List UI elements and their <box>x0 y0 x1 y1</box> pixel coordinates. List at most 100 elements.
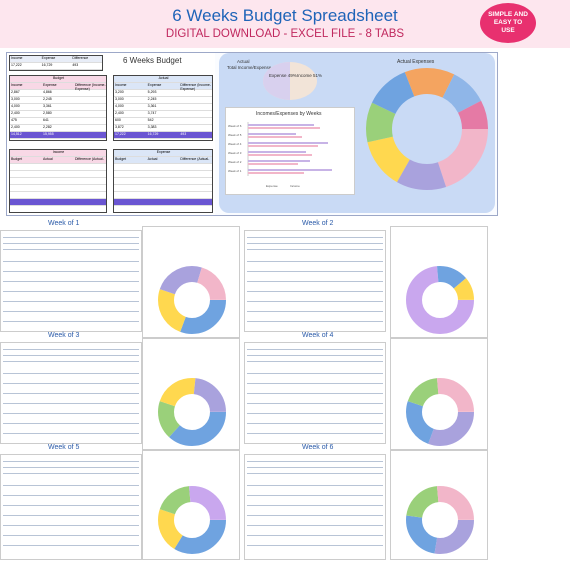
income-expense-pie <box>263 62 317 100</box>
top-label-expense: Expense <box>41 56 56 60</box>
bi-1: 3,000 <box>11 97 20 101</box>
bar-label-w5: Week of 5 <box>228 133 242 137</box>
actual-subtitle: Total Income/Expense <box>227 65 272 70</box>
donut-title: Actual Expenses <box>397 59 435 65</box>
week5-title: Week of 5 <box>48 444 80 451</box>
page-subtitle: DIGITAL DOWNLOAD - EXCEL FILE - 8 TABS <box>165 28 405 40</box>
bar-week6-inc <box>248 127 320 129</box>
ai-4: 600 <box>115 118 121 122</box>
be-5: 2,282 <box>43 125 52 129</box>
actual-col-difference: Difference (Income-Expense) <box>180 83 212 91</box>
donut-slice-8 <box>366 68 488 190</box>
be-3: 2,580 <box>43 111 52 115</box>
bar-label-w1: Week of 1 <box>228 169 242 173</box>
week5-sheet <box>0 454 142 560</box>
bar-week6-exp <box>248 124 314 126</box>
total-actual: 17,222 <box>115 132 126 136</box>
total-actual-exp: 16,729 <box>147 132 159 136</box>
pie-expense-label: Expense 49% <box>269 73 297 78</box>
week5-donut <box>158 486 226 554</box>
be-4: 641 <box>43 118 49 122</box>
week3-sheet <box>0 342 142 444</box>
donut-slice-2 <box>366 68 488 190</box>
ae-1: 2,245 <box>147 97 157 101</box>
page-title: 6 Weeks Budget Spreadsheet <box>172 6 398 25</box>
ai-2: 4,000 <box>115 104 124 108</box>
expense-budget-col: Budget <box>115 157 127 161</box>
week1-title: Week of 1 <box>48 220 80 227</box>
bar-label-w2: Week of 2 <box>228 160 242 164</box>
bi-2: 4,000 <box>11 104 20 108</box>
week4-title: Week of 4 <box>302 332 334 339</box>
week6-charts <box>390 450 488 560</box>
bar-week3-exp <box>248 151 306 153</box>
dashboard-preview: 6 Weeks Budget Income Expense Difference… <box>6 52 498 216</box>
weekly-bar-chart: Incomes/Expenses by Weeks Week of 6 Week… <box>225 107 355 195</box>
bi-0: 2,867 <box>11 90 20 94</box>
bar-week1-exp <box>248 169 332 171</box>
pie-expense-slice <box>263 62 290 100</box>
week2-title: Week of 2 <box>302 220 334 227</box>
simple-badge: SIMPLE AND EASY TO USE <box>480 3 536 43</box>
sheet-title: 6 Weeks Budget <box>123 56 182 65</box>
week6-donut <box>406 486 474 554</box>
actual-block: Actual Income Expense Difference (Income… <box>113 75 213 141</box>
bar-week2-inc <box>248 163 298 165</box>
bar-week5-inc <box>248 136 302 138</box>
badge-line-2: EASY TO <box>493 19 523 26</box>
donut-slice-6 <box>366 68 488 190</box>
top-value-expense: 16,729 <box>41 63 53 67</box>
ae-2: 3,361 <box>147 104 157 108</box>
bar-week1-inc <box>248 172 304 174</box>
bar-week4-exp <box>248 142 328 144</box>
be-0: 4,866 <box>43 90 52 94</box>
top-label-difference: Difference <box>72 56 89 60</box>
top-label-income: Income <box>11 56 23 60</box>
ai-1: 3,000 <box>115 97 124 101</box>
ae-0: 5,293 <box>147 90 157 94</box>
ae-5: 3,383 <box>147 125 157 129</box>
income-actual-col: Actual <box>43 157 53 161</box>
week1-charts <box>142 226 240 338</box>
income-budget-col: Budget <box>11 157 23 161</box>
income-diff-col: Difference (Actual- <box>75 157 104 161</box>
col-income: Income <box>11 83 23 87</box>
badge-line-3: USE <box>501 27 515 34</box>
actual-label: Actual <box>158 76 169 80</box>
week2-donut <box>406 266 474 334</box>
expense-title: Expense <box>156 150 171 154</box>
bar-week2-exp <box>248 160 310 162</box>
week3-title: Week of 3 <box>48 332 80 339</box>
expense-diff-col: Difference (Actual- <box>180 157 210 161</box>
expense-block: Expense Budget Actual Difference (Actual- <box>113 149 213 213</box>
week3-donut <box>158 378 226 446</box>
bar-label-w3: Week of 3 <box>228 151 242 155</box>
week4-sheet <box>244 342 386 444</box>
week4-donut <box>406 378 474 446</box>
total-budget: 14,512 <box>11 132 22 136</box>
bar-week4-inc <box>248 145 318 147</box>
week3-charts <box>142 338 240 450</box>
bar-chart-svg <box>247 122 332 176</box>
bar-week5-exp <box>248 133 296 135</box>
week1-donut <box>158 266 226 334</box>
bar-chart-title: Incomes/Expenses by Weeks <box>256 111 322 117</box>
badge-line-1: SIMPLE AND <box>488 11 528 18</box>
bar-week3-inc <box>248 154 312 156</box>
week6-sheet <box>244 454 386 560</box>
total-diff: 493 <box>180 132 187 136</box>
budget-label: Budget <box>52 76 65 80</box>
week6-title: Week of 6 <box>302 444 334 451</box>
charts-panel: Actual Total Income/Expense Expense 49% … <box>219 53 495 213</box>
week4-charts <box>390 338 488 450</box>
actual-col-income: Income <box>115 83 127 87</box>
header-banner <box>0 0 570 48</box>
ai-5: 3,872 <box>115 125 124 129</box>
budget-block: Budget Income Expense Difference (Income… <box>9 75 107 141</box>
ae-3: 3,747 <box>147 111 157 115</box>
be-2: 3,361 <box>43 104 52 108</box>
expense-actual-col: Actual <box>147 157 158 161</box>
actual-expenses-donut <box>366 68 488 190</box>
actual-col-expense: Expense <box>147 83 162 87</box>
summary-sheet: 6 Weeks Budget Income Expense Difference… <box>7 53 215 215</box>
